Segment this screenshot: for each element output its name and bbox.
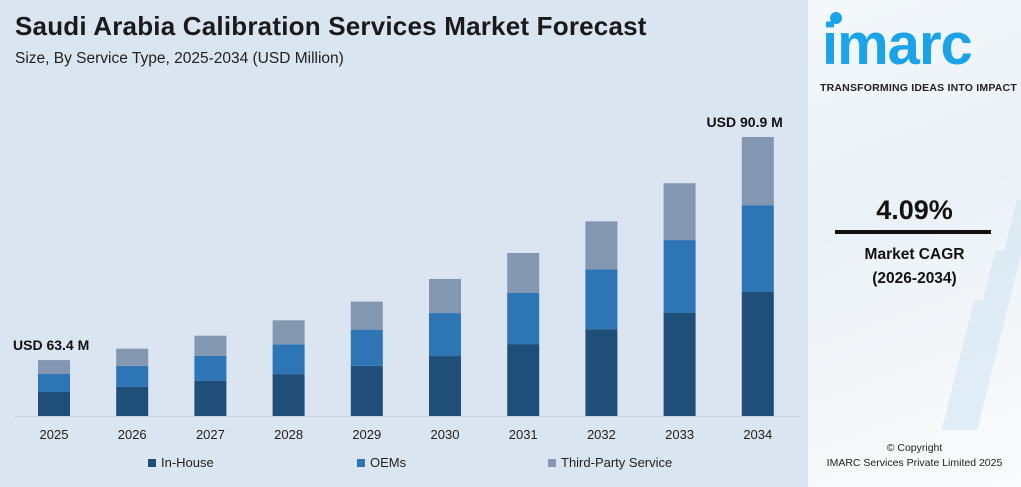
legend-swatch <box>148 458 156 467</box>
imarc-sidebar: imarc TRANSFORMING IDEAS INTO IMPACT 4.0… <box>808 0 1021 487</box>
bar-oems-2026 <box>116 365 149 387</box>
bar-in-house-2033 <box>663 313 696 416</box>
bar-oems-2025 <box>38 373 70 392</box>
copyright: © Copyright IMARC Services Private Limit… <box>808 441 1021 471</box>
legend-label: In-House <box>161 455 214 470</box>
bar-oems-2029 <box>350 329 383 366</box>
logo-tagline: TRANSFORMING IDEAS INTO IMPACT <box>820 82 1017 94</box>
bar-third-party-service-2025 <box>38 360 70 374</box>
x-tick-label: 2025 <box>40 427 69 442</box>
bar-oems-2033 <box>663 240 696 314</box>
bar-third-party-service-2030 <box>429 278 461 314</box>
bar-third-party-service-2032 <box>585 221 618 270</box>
legend-label: Third-Party Service <box>561 455 673 470</box>
x-tick-label: 2029 <box>352 427 381 442</box>
bar-oems-2027 <box>194 355 227 381</box>
imarc-logo: imarc <box>822 12 973 76</box>
x-tick-label: 2033 <box>665 427 694 442</box>
bar-oems-2030 <box>429 313 461 357</box>
copyright-line-2: IMARC Services Private Limited 2025 <box>826 457 1003 469</box>
bar-in-house-2034 <box>741 292 774 416</box>
chart-panel: Saudi Arabia Calibration Services Market… <box>0 0 808 487</box>
cagr-divider <box>835 230 991 234</box>
bar-oems-2028 <box>272 344 305 375</box>
legend-swatch <box>357 458 365 467</box>
bar-oems-2032 <box>585 269 618 330</box>
bar-third-party-service-2028 <box>272 320 305 345</box>
cagr-value: 4.09% <box>876 195 953 225</box>
bar-third-party-service-2033 <box>663 183 696 241</box>
x-tick-label: 2032 <box>587 427 616 442</box>
cagr-period: (2026-2034) <box>872 270 957 287</box>
bar-in-house-2026 <box>116 386 149 416</box>
x-tick-label: 2027 <box>196 427 225 442</box>
bar-third-party-service-2027 <box>194 335 227 356</box>
legend-item-oems: OEMs <box>357 455 406 470</box>
bar-in-house-2028 <box>272 374 305 416</box>
legend-swatch <box>548 458 556 467</box>
stacked-bar-chart: 2025 USD 63.4 M 2026 2027 2028 2029 2030 2031 20… <box>13 114 800 442</box>
bar-in-house-2025 <box>38 391 70 416</box>
legend-item-third-party-service: Third-Party Service <box>548 455 672 470</box>
bar-third-party-service-2029 <box>350 301 383 330</box>
bar-in-house-2029 <box>350 365 383 416</box>
bar-in-house-2030 <box>429 356 461 416</box>
bar-in-house-2032 <box>585 329 618 416</box>
total-label-2034: USD 90.9 M <box>707 114 783 130</box>
cagr-label-block: Market CAGR (2026-2034) <box>808 243 1021 291</box>
x-tick-label: 2031 <box>509 427 538 442</box>
legend-item-in-house: In-House <box>148 455 214 470</box>
x-tick-label: 2028 <box>274 427 303 442</box>
logo-text: imarc <box>822 12 972 76</box>
copyright-line-1: © Copyright <box>886 442 943 454</box>
chart-title: Saudi Arabia Calibration Services Market… <box>15 11 647 41</box>
legend-label: OEMs <box>370 455 407 470</box>
bar-oems-2034 <box>741 205 774 293</box>
cagr-label: Market CAGR <box>864 246 965 263</box>
bar-third-party-service-2026 <box>116 348 149 366</box>
bar-third-party-service-2031 <box>507 252 540 293</box>
chart-subtitle: Size, By Service Type, 2025-2034 (USD Mi… <box>15 50 344 67</box>
x-tick-label: 2030 <box>431 427 460 442</box>
bar-in-house-2031 <box>507 344 540 416</box>
x-tick-label: 2034 <box>743 427 772 442</box>
x-tick-label: 2026 <box>118 427 147 442</box>
total-label-2025: USD 63.4 M <box>13 337 89 353</box>
bar-in-house-2027 <box>194 380 227 416</box>
bar-third-party-service-2034 <box>741 137 774 206</box>
bar-oems-2031 <box>507 292 540 345</box>
